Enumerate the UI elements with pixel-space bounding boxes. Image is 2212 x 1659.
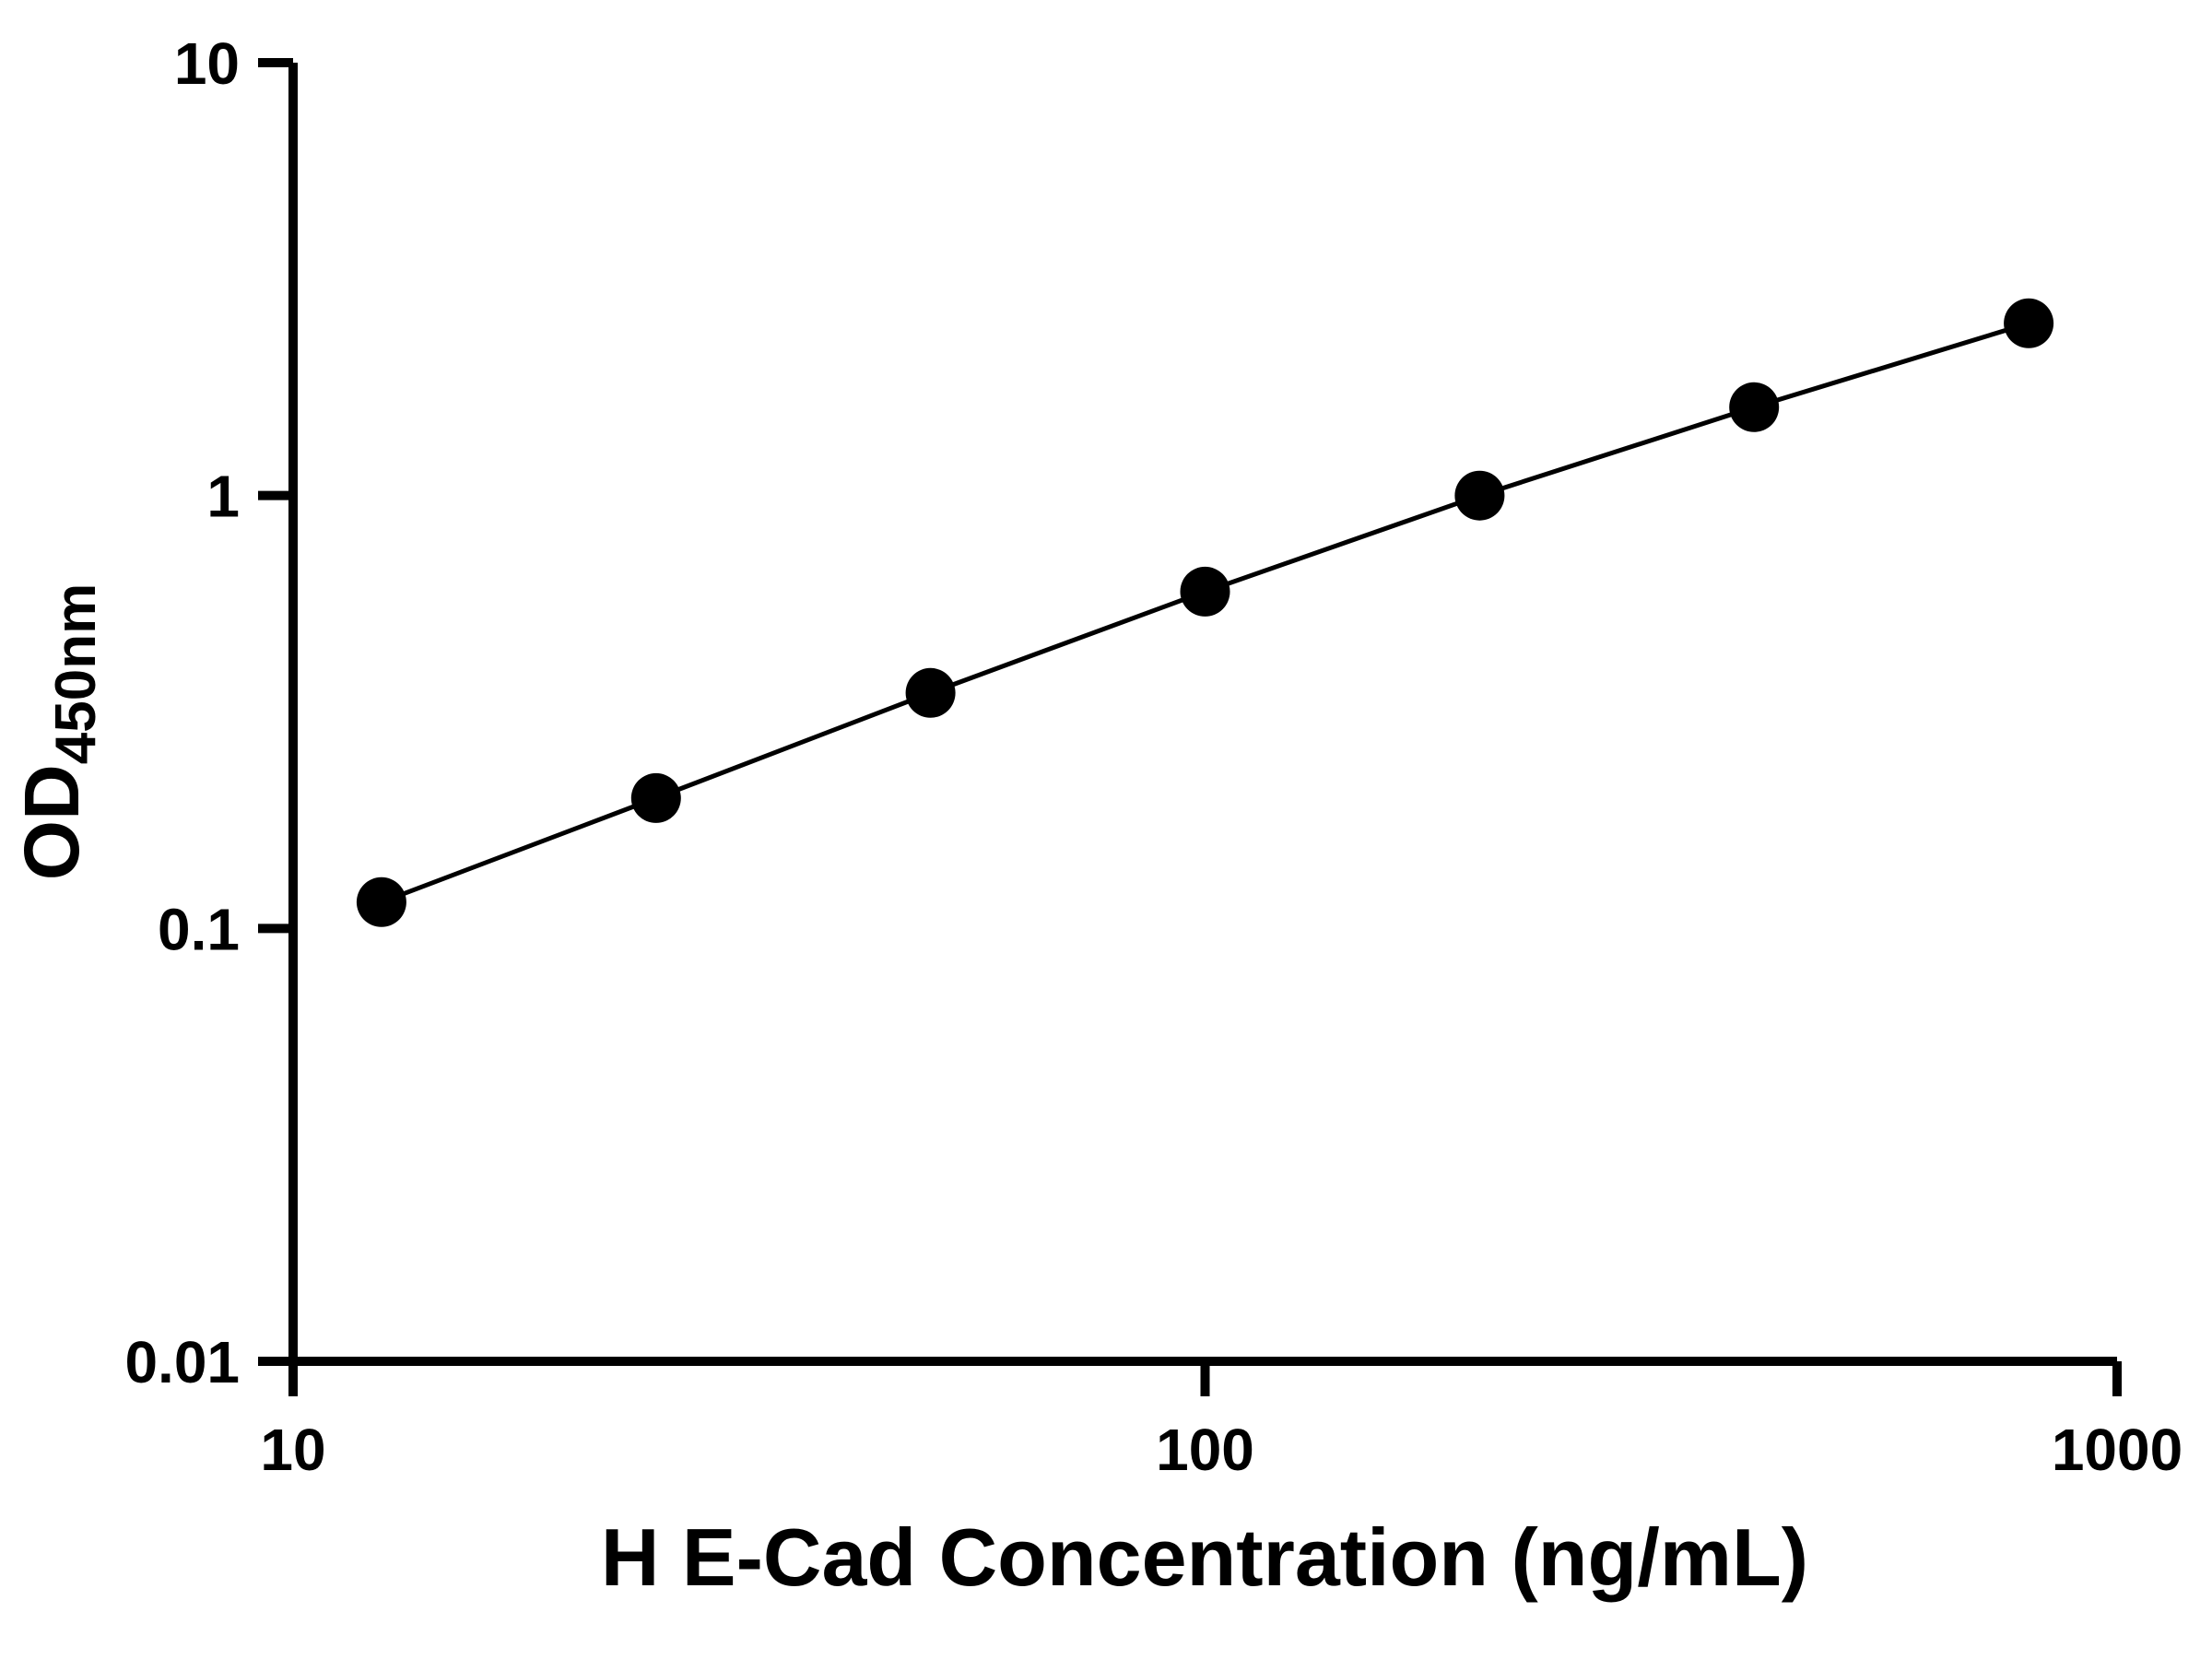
x-tick-label: 10 — [260, 1417, 325, 1483]
axes: 10 100 1000 0.01 0.1 1 10 — [124, 30, 2183, 1483]
data-point-marker — [630, 772, 681, 823]
y-tick-label: 1 — [206, 464, 240, 530]
y-axis-label-main: OD — [8, 764, 95, 880]
x-tick-label: 1000 — [2052, 1417, 2183, 1483]
y-axis-label: OD450nm — [8, 583, 108, 880]
y-tick-label: 0.01 — [124, 1329, 240, 1395]
y-axis-label-subscript: 450nm — [44, 583, 108, 764]
data-point-marker — [1454, 470, 1505, 521]
data-point-marker — [1729, 382, 1780, 432]
data-point-marker — [356, 877, 406, 927]
y-tick-label: 10 — [174, 30, 240, 97]
x-axis-label: H E-Cad Concentration (ng/mL) — [601, 1512, 1808, 1603]
data-point-marker — [1180, 566, 1230, 617]
y-tick-label: 0.1 — [158, 896, 240, 962]
data-series — [356, 298, 2054, 927]
data-point-marker — [905, 667, 956, 718]
x-tick-label: 100 — [1156, 1417, 1254, 1483]
data-point-marker — [2004, 298, 2054, 348]
